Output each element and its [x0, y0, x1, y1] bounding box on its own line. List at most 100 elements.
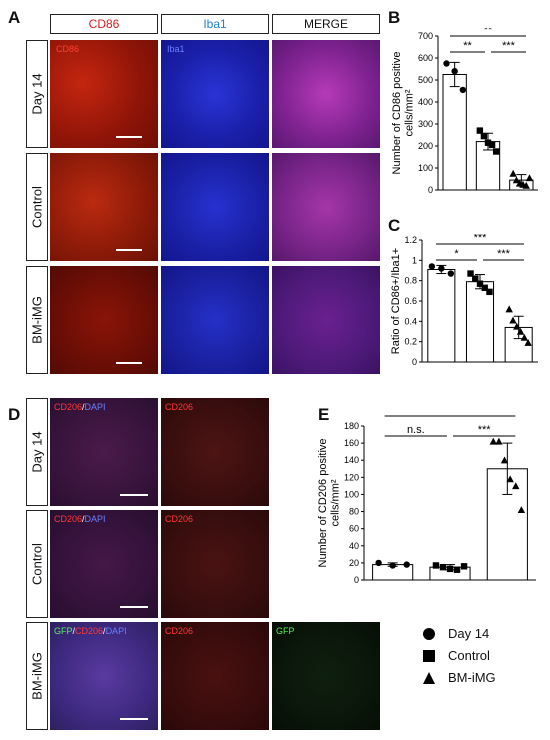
- overlay-cd206-dapi: CD206/DAPI: [54, 402, 106, 412]
- legend-item-day14: Day 14: [422, 626, 489, 641]
- data-point: [517, 506, 526, 514]
- data-point: [525, 174, 534, 182]
- data-point: [492, 148, 500, 155]
- panel-letter-b: B: [388, 8, 401, 27]
- data-point: [512, 482, 520, 490]
- data-point: [459, 86, 467, 94]
- y-tick-label: 40: [349, 541, 359, 551]
- y-tick-label: 400: [418, 97, 433, 107]
- data-point: [520, 333, 529, 341]
- y-tick-label: 60: [349, 524, 359, 534]
- significance-label: ***: [444, 410, 458, 416]
- row-label-control: Control: [26, 153, 48, 261]
- legend-label: Day 14: [448, 626, 490, 641]
- y-tick-label: 300: [418, 119, 433, 129]
- data-point: [505, 305, 513, 313]
- data-point: [495, 437, 503, 445]
- square-marker-icon: [423, 649, 435, 662]
- data-point: [428, 263, 436, 270]
- overlay-iba1: Iba1: [167, 44, 185, 54]
- data-point: [509, 316, 517, 324]
- overlay-gfp: GFP: [276, 626, 295, 636]
- micrograph-gfp-cd206-dapi-bm-img: GFP/CD206/DAPI: [50, 622, 158, 730]
- micrograph-iba1-day14: Iba1: [161, 40, 269, 148]
- micrograph-cd86-bm-img: [50, 266, 158, 374]
- header-iba1: Iba1: [161, 14, 269, 34]
- legend-label: BM-iMG: [448, 670, 496, 685]
- overlay-cd206: CD206: [165, 626, 194, 636]
- data-point: [489, 437, 497, 445]
- y-tick-label: 0.8: [404, 276, 417, 286]
- data-point: [512, 176, 521, 184]
- overlay-cd86: CD86: [56, 44, 80, 54]
- data-point: [403, 561, 410, 568]
- data-point: [506, 475, 514, 483]
- y-tick-label: 0.4: [404, 316, 417, 326]
- y-tick-label: 0.6: [404, 296, 417, 306]
- y-tick-label: 80: [349, 507, 359, 517]
- data-point: [467, 270, 474, 277]
- legend-item-bm-img: BM-iMG: [422, 670, 496, 685]
- scale-bar: [116, 362, 142, 364]
- significance-label: ***: [502, 40, 516, 52]
- micrograph-iba1-control: [161, 153, 269, 261]
- y-tick-label: 1.2: [404, 235, 417, 245]
- data-point: [524, 338, 532, 346]
- data-point: [446, 565, 454, 573]
- y-tick-label: 180: [344, 421, 359, 431]
- panel-letter-e: E: [318, 405, 330, 424]
- panel-letter-a: A: [8, 8, 21, 27]
- data-point: [460, 563, 468, 570]
- panel-letter-c: C: [388, 216, 401, 235]
- data-point: [472, 275, 479, 282]
- y-tick-label: 600: [418, 53, 433, 63]
- data-point: [522, 181, 530, 189]
- y-axis-label: Ratio of CD86+/Iba1+: [390, 248, 402, 354]
- significance-label: ***: [478, 424, 492, 436]
- micrograph-merge-day14: [272, 40, 380, 148]
- y-tick-label: 0.2: [404, 337, 417, 347]
- micrograph-cd206-dapi-day14: CD206/DAPI: [50, 398, 158, 506]
- data-point: [447, 270, 455, 277]
- micrograph-merge-control: [272, 153, 380, 261]
- data-point: [389, 562, 396, 569]
- y-axis-label: Number of CD86 positivecells/mm²: [391, 52, 416, 175]
- row-label-day14-d: Day 14: [26, 398, 48, 506]
- y-tick-label: 140: [344, 455, 359, 465]
- micrograph-cd206-bm-img: CD206: [161, 622, 269, 730]
- data-point: [516, 327, 525, 335]
- micrograph-cd206-dapi-control: CD206/DAPI: [50, 510, 158, 618]
- row-label-bm-img-d: BM-iMG: [26, 622, 48, 730]
- panel-letter-d: D: [8, 405, 21, 424]
- data-point: [453, 566, 461, 573]
- significance-label: ***: [474, 234, 488, 244]
- data-point: [481, 284, 488, 291]
- data-point: [375, 559, 382, 567]
- data-point: [476, 127, 484, 134]
- legend-label: Control: [448, 648, 490, 663]
- row-label-day14: Day 14: [26, 40, 48, 148]
- y-tick-label: 0: [412, 357, 417, 367]
- bar: [427, 268, 456, 363]
- data-point: [484, 139, 492, 146]
- scale-bar: [120, 494, 148, 496]
- scale-bar: [116, 136, 142, 138]
- y-tick-label: 160: [344, 438, 359, 448]
- circle-marker-icon: [423, 627, 435, 640]
- header-cd86: CD86: [50, 14, 158, 34]
- y-tick-label: 200: [418, 141, 433, 151]
- y-tick-label: 1: [412, 255, 417, 265]
- micrograph-merge-bm-img: [272, 266, 380, 374]
- significance-label: ***: [497, 248, 511, 260]
- overlay-cd206: CD206: [165, 402, 194, 412]
- micrograph-cd206-control: CD206: [161, 510, 269, 618]
- significance-label: *: [454, 248, 459, 260]
- y-tick-label: 100: [344, 489, 359, 499]
- data-point: [438, 265, 445, 272]
- y-tick-label: 120: [344, 472, 359, 482]
- data-point: [486, 288, 493, 296]
- micrograph-iba1-bm-img: [161, 266, 269, 374]
- scale-bar: [120, 718, 148, 720]
